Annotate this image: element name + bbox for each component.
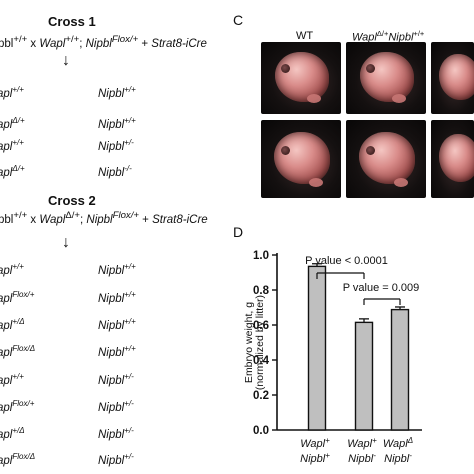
x-category-label: Wapl+ [300,436,330,450]
cross1-nipbl-1: Nipbl+/+ [98,85,136,100]
panel-d-letter: D [233,224,244,240]
cross1-formula: pbl+/+ x Wapl+/+; NipblFlox/+ + Strat8-i… [0,34,207,50]
cross1-arrow: ↓ [62,52,70,69]
x-category-label: WaplΔ [383,436,413,450]
embryo-photo [261,120,341,198]
y-tick-label: 0.8 [253,285,270,297]
cross2-nipbl-7: Nipbl+/- [98,426,134,441]
cross2-nipbl-2: Nipbl+/+ [98,290,136,305]
cross2-nipbl-4: Nipbl+/+ [98,344,136,359]
cross2-title: Cross 2 [48,193,96,208]
y-tick-label: 0.6 [253,320,269,332]
cross2-nipbl-6: Nipbl+/- [98,399,134,414]
y-tick-label: 0.2 [253,390,269,402]
x-category-label: Nipbl- [384,451,412,465]
cross1-wapl-4: aplΔ/+ [0,164,25,179]
cross1-wapl-3: apl+/+ [0,138,24,153]
x-category-label: Nipbl- [348,451,376,465]
embryo-photo [431,42,474,114]
embryo-photo [346,42,426,114]
photo-col2-label: WaplΔ/+Nipbl+/+ [352,29,425,44]
cross2-wapl-4: aplFlox/Δ [0,344,36,359]
cross2-wapl-1: apl+/+ [0,262,24,277]
cross1-wapl-2: aplΔ/+ [0,116,25,131]
photo-col1-label: WT [296,30,314,42]
bar [307,265,327,431]
cross1-nipbl-4: Nipbl-/- [98,164,132,179]
cross2-nipbl-5: Nipbl+/- [98,372,134,387]
cross2-wapl-3: apl+/Δ [0,317,25,332]
cross1-nipbl-3: Nipbl+/- [98,138,134,153]
y-tick-label: 0.4 [253,355,270,367]
cross1-wapl-1: apl+/+ [0,85,24,100]
cross2-arrow: ↓ [62,234,70,251]
embryo-photo [261,42,341,114]
embryo-photo [346,120,426,198]
embryo-weight-chart: 0.0 0.2 0.4 0.6 0.8 1.0 Embryo weight, g (norma… [243,250,422,465]
cross2-wapl-8: aplFlox/Δ [0,452,36,467]
cross2-wapl-5: apl+/+ [0,372,24,387]
cross2-nipbl-8: Nipbl+/- [98,452,134,467]
panel-c-letter: C [233,12,244,28]
y-tick-label: 0.0 [253,425,269,437]
cross1-title: Cross 1 [48,14,96,29]
cross2-nipbl-1: Nipbl+/+ [98,262,136,277]
y-tick-label: 1.0 [253,250,269,262]
cross2-wapl-6: aplFlox/+ [0,399,35,414]
cross2-formula: pbl+/+ x WaplΔ/+; NipblFlox/+ + Strat8-i… [0,210,208,226]
p-value-annotation: P value = 0.009 [343,282,420,294]
bar [354,321,374,431]
cross1-nipbl-2: Nipbl+/+ [98,116,136,131]
cross2-wapl-7: apl+/Δ [0,426,25,441]
bar [390,308,410,431]
x-category-label: Wapl+ [347,436,377,450]
y-axis-label-line1: Embryo weight, g [243,302,255,383]
embryo-photo [431,120,474,198]
p-value-annotation: P value < 0.0001 [305,255,388,267]
cross2-wapl-2: aplFlox/+ [0,290,35,305]
x-category-label: Nipbl+ [300,451,330,465]
cross2-nipbl-3: Nipbl+/+ [98,317,136,332]
y-axis-label-line2: (normalized by litter) [254,295,266,390]
